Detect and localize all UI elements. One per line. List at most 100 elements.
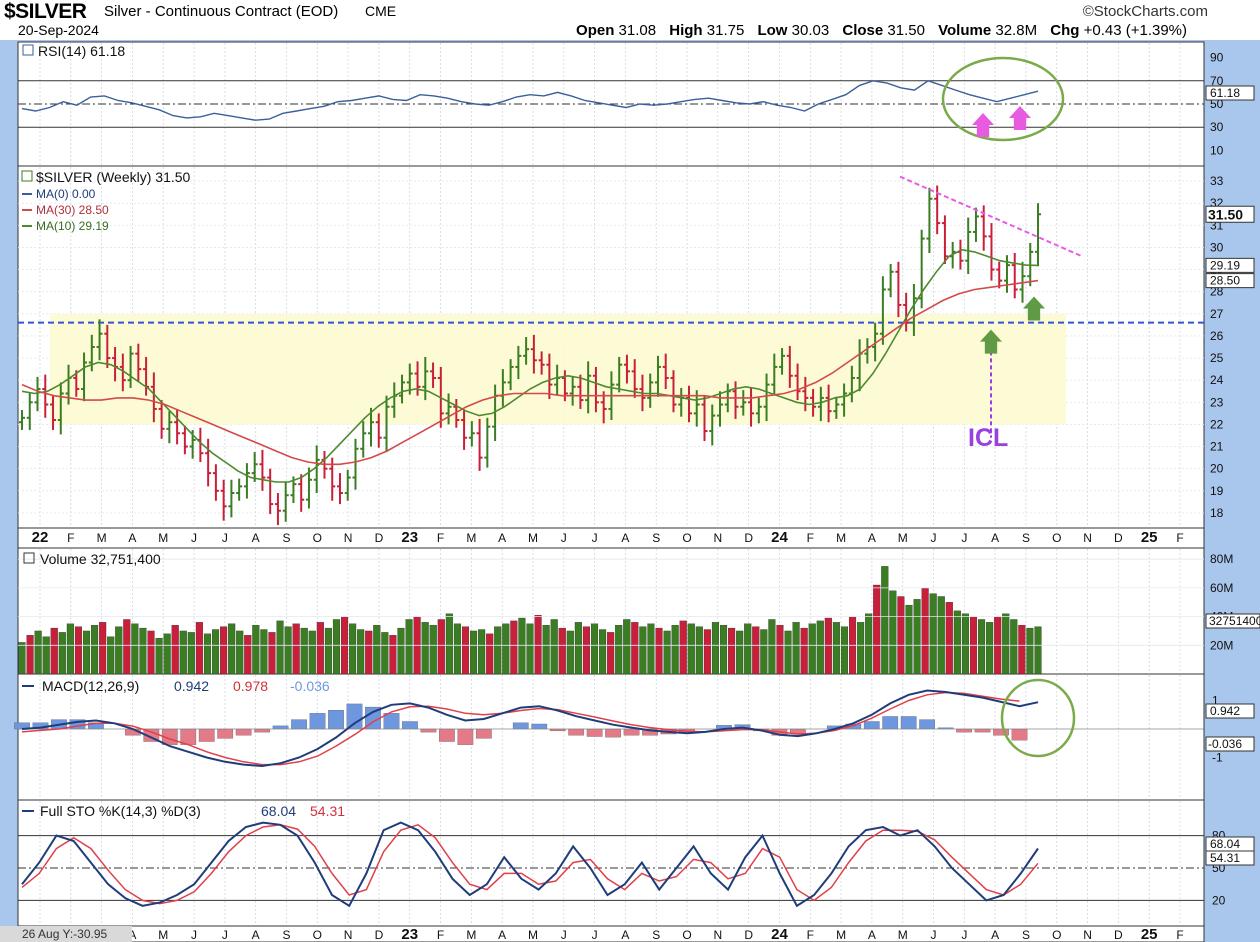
volume-legend: Volume 32,751,400: [40, 551, 161, 567]
volume-bar: [502, 623, 510, 675]
green-up-arrow: [1023, 296, 1045, 321]
volume-bar: [26, 635, 34, 675]
sto-k-legend-value: 68.04: [261, 803, 296, 819]
volume-bar: [494, 626, 502, 675]
symbol-description: Silver - Continuous Contract (EOD): [104, 3, 339, 20]
volume-bar: [840, 626, 849, 675]
macd-signal-line: [21, 691, 1020, 766]
x-tick-label: A: [252, 928, 260, 942]
volume-bar: [639, 626, 647, 675]
volume-bar: [671, 625, 679, 675]
volume-bar: [768, 619, 776, 675]
volume-bar: [978, 619, 986, 675]
x-tick-label: S: [652, 928, 660, 942]
volume-bar: [986, 622, 994, 675]
price-tick: 24: [1210, 373, 1224, 387]
volume-bar: [615, 625, 623, 675]
x-tick-label: M: [528, 531, 538, 545]
volume-bar: [276, 620, 284, 675]
x-tick-label: 23: [401, 529, 418, 546]
macd-highlight-circle: [1000, 678, 1076, 758]
x-tick-label: J: [561, 531, 567, 545]
volume-bar: [437, 619, 445, 675]
volume-bar: [824, 617, 832, 675]
volume-bar: [179, 630, 187, 675]
x-tick-label: O: [1052, 531, 1061, 545]
x-tick-label: J: [222, 928, 228, 942]
macd-histogram-bar: [217, 728, 234, 739]
x-tick-label: D: [1114, 531, 1123, 545]
price-tick: 33: [1210, 174, 1224, 188]
volume-bar: [429, 625, 437, 675]
volume-bar: [74, 626, 82, 675]
x-tick-label: A: [621, 928, 629, 942]
macd-tag-text: 0.942: [1210, 704, 1240, 718]
high-label: High: [669, 22, 703, 39]
x-tick-label: M: [528, 928, 538, 942]
ohlc-summary: Open 31.08 High 31.75 Low 30.03 Close 31…: [576, 22, 1196, 39]
sto-d-tag: [1205, 850, 1255, 866]
rsi-tick: 70: [1210, 74, 1224, 88]
low-label: Low: [757, 22, 788, 39]
symbol-title: $SILVER: [4, 0, 87, 23]
volume-bar: [236, 630, 244, 675]
hist-tag: [1205, 736, 1255, 752]
volume-bar: [244, 635, 252, 675]
x-tick-label: A: [868, 531, 876, 545]
sto-d-legend-value: 54.31: [310, 803, 345, 819]
x-tick-label: N: [714, 531, 723, 545]
x-tick-label: A: [868, 928, 876, 942]
brand-logo[interactable]: ©StockCharts.com: [1082, 3, 1208, 20]
resistance-trendline: [899, 175, 1083, 258]
macd-tick: -1: [1212, 751, 1223, 765]
x-tick-label: M: [158, 928, 168, 942]
volume-bar: [284, 626, 292, 675]
volume-bar: [921, 587, 929, 675]
price-tick: 27: [1210, 307, 1224, 321]
volume-bar: [381, 632, 389, 675]
volume-bar: [50, 627, 58, 675]
x-tick-label: A: [252, 531, 260, 545]
x-tick-label: M: [466, 531, 476, 545]
x-tick-label: D: [744, 928, 753, 942]
x-tick-label: D: [375, 928, 384, 942]
green-up-arrow: [980, 329, 1002, 354]
sto-k-line: [21, 821, 1039, 908]
volume-bar: [357, 629, 365, 675]
x-tick-label: F: [437, 531, 444, 545]
ma30-tag: [1205, 273, 1255, 289]
volume-bar: [655, 627, 663, 675]
ma30-line: [21, 279, 1039, 466]
volume-bar: [550, 619, 558, 675]
x-tick-label: S: [1022, 928, 1030, 942]
x-tick-label: 23: [401, 926, 418, 942]
volume-bar: [187, 632, 195, 675]
volume-bar: [123, 619, 131, 675]
volume-bar: [736, 630, 744, 675]
volume-bar: [316, 622, 324, 675]
x-tick-label: D: [375, 531, 384, 545]
histogram-legend-value: -0.036: [290, 678, 330, 694]
volume-bar: [1018, 625, 1026, 675]
x-tick-label: A: [128, 531, 136, 545]
volume-bar: [445, 613, 453, 675]
volume-bar: [695, 626, 703, 675]
macd-histogram-bar: [328, 710, 344, 730]
volume-bar: [857, 622, 865, 675]
macd-histogram-bar: [882, 716, 899, 730]
price-tick: 19: [1210, 484, 1224, 498]
macd-histogram-bar: [420, 728, 437, 733]
macd-histogram-bar: [863, 721, 880, 730]
x-tick-label: M: [97, 531, 107, 545]
ma10-tag: [1205, 257, 1255, 273]
x-tick-label: A: [621, 531, 629, 545]
volume-bar: [461, 626, 470, 675]
x-axis-strip: [17, 527, 1205, 549]
x-tick-label: D: [744, 531, 753, 545]
volume-bar: [42, 636, 50, 675]
volume-bar: [300, 627, 308, 675]
volume-bar: [582, 626, 590, 675]
volume-bar: [1026, 627, 1034, 675]
macd-histogram-bar: [919, 719, 936, 730]
